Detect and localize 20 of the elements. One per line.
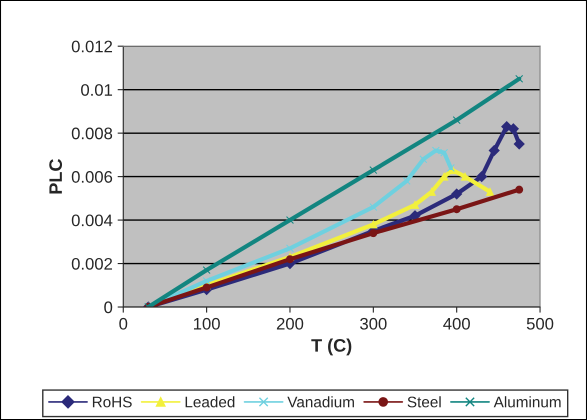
y-tick-label: 0.012 bbox=[72, 40, 112, 52]
x-tick-label: 400 bbox=[443, 318, 470, 330]
y-tick-label: 0.008 bbox=[72, 128, 112, 140]
legend-label: RoHS bbox=[92, 396, 132, 408]
x-axis-title: T (C) bbox=[311, 338, 352, 356]
y-tick-label: 0.002 bbox=[72, 258, 112, 270]
legend-label: Leaded bbox=[186, 396, 234, 408]
y-tick-label: 0.006 bbox=[72, 171, 112, 183]
y-tick-label: 0.004 bbox=[72, 214, 112, 226]
legend-label: Vanadium bbox=[287, 396, 354, 408]
x-tick-label: 200 bbox=[276, 318, 304, 330]
legend-label: Steel bbox=[408, 396, 441, 408]
x-tick-label: 500 bbox=[526, 318, 554, 330]
x-tick-label: 0 bbox=[119, 318, 128, 330]
y-tick-label: 0.01 bbox=[81, 84, 112, 96]
y-tick-label: 0 bbox=[104, 301, 112, 314]
legend-label: Aluminum bbox=[494, 396, 561, 408]
x-tick-label: 100 bbox=[194, 318, 220, 330]
y-axis-title: PLC bbox=[49, 159, 62, 194]
x-tick-label: 300 bbox=[360, 318, 387, 330]
